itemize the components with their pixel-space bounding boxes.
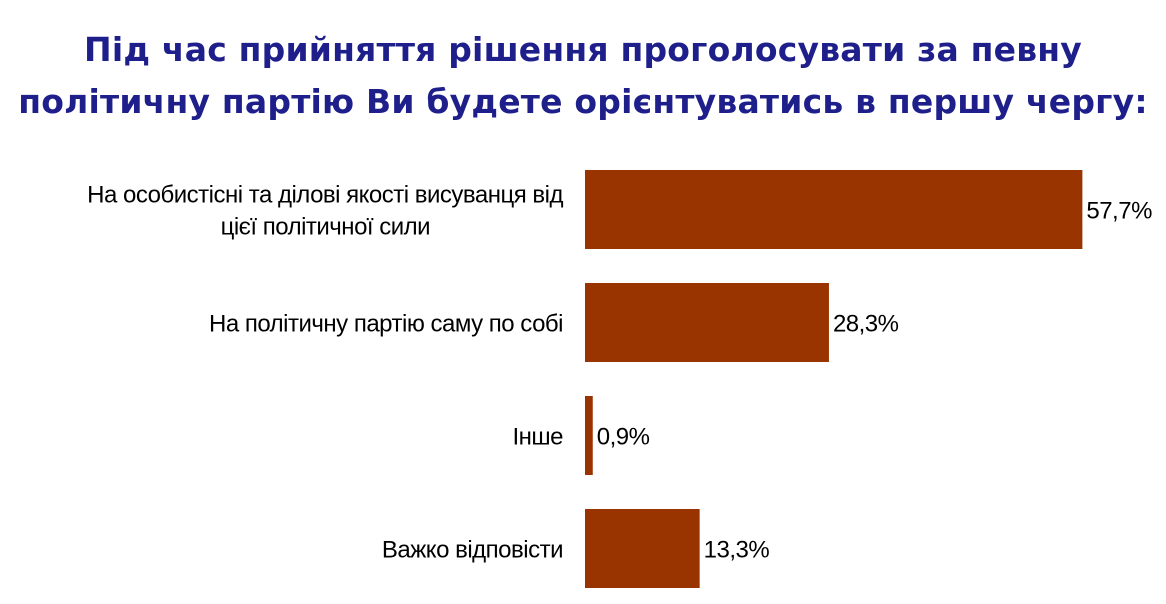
bar-1 bbox=[585, 170, 1083, 249]
category-label-2: На політичну партію саму по собі bbox=[209, 311, 563, 338]
category-label-4: Важко відповісти bbox=[382, 537, 563, 564]
bar-3 bbox=[585, 396, 593, 475]
category-label-3: Інше bbox=[512, 424, 563, 451]
value-label-2: 28,3% bbox=[833, 311, 899, 338]
chart-title: Під час прийняття рішення проголосувати … bbox=[0, 24, 1166, 128]
category-label-1-line-1: На особистісні та ділові якості висуванц… bbox=[87, 182, 563, 209]
chart-title-line-2: політичну партію Ви будете орієнтуватись… bbox=[18, 82, 1148, 121]
value-label-1: 57,7% bbox=[1086, 198, 1152, 225]
value-label-4: 13,3% bbox=[704, 537, 770, 564]
chart-title-line-1: Під час прийняття рішення проголосувати … bbox=[84, 30, 1082, 69]
category-label-1-line-2: цієї політичної сили bbox=[221, 214, 430, 241]
bar-4 bbox=[585, 509, 700, 588]
bar-2 bbox=[585, 283, 829, 362]
value-label-3: 0,9% bbox=[597, 424, 650, 451]
